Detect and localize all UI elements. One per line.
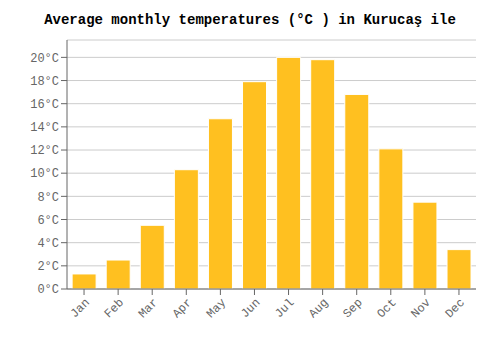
svg-text:10°C: 10°C (30, 167, 59, 181)
svg-text:Dec: Dec (443, 296, 468, 321)
svg-text:4°C: 4°C (37, 237, 59, 251)
svg-text:Nov: Nov (409, 296, 434, 321)
svg-text:Jun: Jun (238, 296, 263, 321)
html-text:Average monthly temperatures (: Average monthly temperatures (°C ) in Ku… (44, 12, 456, 28)
svg-text:Mar: Mar (136, 296, 161, 321)
svg-text:Feb: Feb (102, 296, 127, 321)
svg-text:14°C: 14°C (30, 121, 59, 135)
svg-text:18°C: 18°C (30, 75, 59, 89)
svg-text:12°C: 12°C (30, 144, 59, 158)
svg-text:May: May (204, 296, 229, 321)
svg-text:8°C: 8°C (37, 191, 59, 205)
svg-text:Jan: Jan (68, 296, 93, 321)
svg-text:Apr: Apr (170, 296, 195, 321)
svg-text:6°C: 6°C (37, 214, 59, 228)
svg-text:Jul: Jul (272, 296, 297, 321)
svg-text:0°C: 0°C (37, 283, 59, 297)
svg-text:Oct: Oct (374, 296, 399, 321)
svg-text:16°C: 16°C (30, 98, 59, 112)
svg-text:20°C: 20°C (30, 52, 59, 66)
svg-text:Aug: Aug (306, 296, 331, 321)
svg-text:2°C: 2°C (37, 260, 59, 274)
svg-text:Sep: Sep (340, 296, 365, 321)
